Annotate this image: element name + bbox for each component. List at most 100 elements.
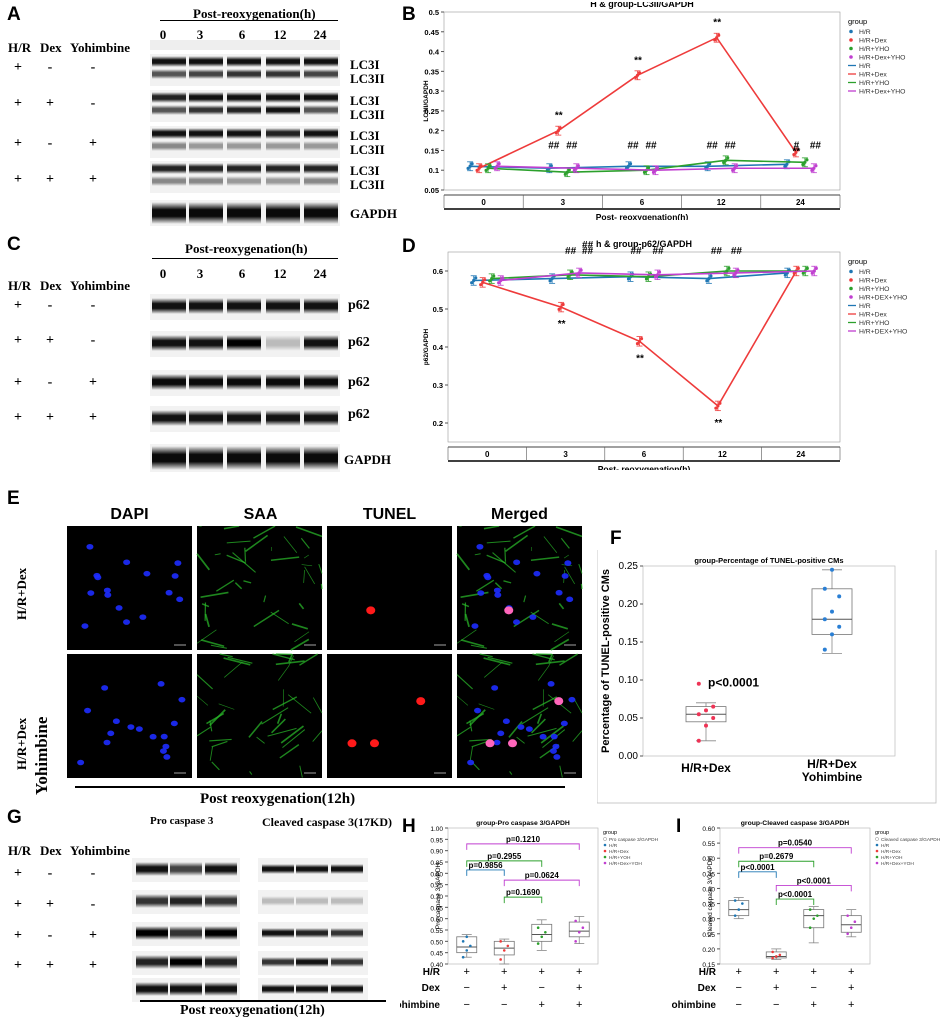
- saa-fiber: [320, 583, 323, 590]
- saa-fiber: [218, 703, 235, 710]
- band-p62: [304, 374, 338, 390]
- dapi-nucleus: [81, 623, 89, 629]
- data-point: [785, 162, 789, 166]
- band-cleaved-caspase3: [296, 864, 328, 874]
- data-point: [486, 166, 490, 170]
- band-p62: [189, 335, 223, 351]
- y-tick-label: 0.2: [429, 127, 439, 136]
- sign: +: [539, 966, 545, 978]
- panel-letter-g: G: [7, 807, 22, 828]
- data-point: [805, 266, 809, 270]
- data-point: [808, 908, 812, 911]
- data-point: [706, 164, 710, 168]
- row-label-hr-dex: H/R+Dex: [14, 560, 54, 630]
- band-lc3ii: [152, 176, 186, 186]
- data-point: [566, 275, 570, 279]
- saa-fiber: [483, 657, 511, 666]
- plot-area: [443, 11, 841, 191]
- band-p62: [152, 374, 186, 390]
- panel-letter-f: F: [610, 528, 622, 549]
- data-point: [704, 708, 708, 713]
- y-tick-label: 0.05: [619, 713, 639, 724]
- band-lc3i: [304, 163, 338, 174]
- saa-fiber: [196, 726, 211, 737]
- legend-marker: [849, 269, 853, 274]
- y-tick-label: 0.15: [424, 146, 439, 155]
- sign: -: [90, 298, 96, 313]
- y-tick-label: 0.15: [619, 637, 639, 648]
- data-point: [651, 170, 656, 174]
- saa-fiber: [469, 720, 473, 732]
- data-point: [576, 164, 580, 168]
- data-point: [554, 131, 558, 135]
- saa-fiber: [548, 655, 554, 667]
- timepoint-label: 3: [196, 27, 204, 42]
- significance-mark: ##: [582, 246, 594, 257]
- sign: +: [14, 958, 22, 973]
- band-cleaved-caspase3: [331, 957, 363, 967]
- x-tick-label: Yohimbine: [802, 770, 863, 784]
- row-label: H/R: [699, 967, 717, 978]
- sign: -: [90, 866, 96, 881]
- micro-cell: [457, 526, 582, 650]
- band-p62: [189, 298, 223, 314]
- dapi-nucleus: [178, 696, 186, 703]
- chart-b-lc3ii: H & group-LC3II/GAPDH 0.05 0.1 0.15 0.2 0.25 0…: [423, 2, 905, 220]
- p-value-label: p=0.0624: [525, 871, 560, 880]
- data-point: [783, 164, 787, 169]
- data-point: [483, 278, 487, 282]
- significance-mark: #: [794, 140, 800, 151]
- data-point: [559, 305, 563, 309]
- sign: +: [89, 928, 97, 943]
- dapi-nucleus: [86, 543, 94, 550]
- saa-fiber: [272, 696, 298, 711]
- saa-fiber: [460, 639, 485, 648]
- x-tick-label: 24: [796, 198, 805, 207]
- saa-fiber: [270, 611, 289, 625]
- band-pro-caspase3: [205, 982, 237, 996]
- band-lc3i: [189, 128, 223, 139]
- row-label-yohimbine: Yohimbine: [32, 716, 51, 795]
- significance-mark: ##: [627, 140, 639, 151]
- data-point: [715, 36, 719, 40]
- y-tick-label: 0.70: [430, 894, 443, 901]
- saa-fiber: [261, 707, 289, 725]
- data-point: [633, 75, 638, 80]
- sign: +: [14, 172, 22, 187]
- dapi-nucleus: [123, 559, 131, 566]
- dapi-nucleus: [477, 590, 485, 596]
- legend-marker: [603, 849, 607, 853]
- saa-fiber: [209, 720, 213, 732]
- saa-fiber: [543, 536, 558, 554]
- legend-entry: H/R: [609, 843, 618, 849]
- sign: -: [90, 897, 96, 912]
- data-point: [722, 160, 726, 165]
- y-tick-label: 0.00: [619, 751, 639, 762]
- significance-mark: **: [715, 418, 723, 429]
- saa-fiber: [219, 653, 233, 658]
- data-point: [540, 935, 544, 939]
- band-p62: [152, 335, 186, 351]
- dapi-nucleus: [176, 596, 184, 603]
- band-cleaved-caspase3: [262, 896, 294, 906]
- data-point: [718, 401, 722, 405]
- band-p62: [304, 298, 338, 314]
- sign: +: [464, 966, 470, 978]
- significance-mark: **: [634, 55, 642, 66]
- data-point: [626, 164, 631, 168]
- data-point: [492, 274, 496, 278]
- dapi-nucleus: [135, 726, 143, 732]
- data-point: [501, 276, 505, 280]
- saa-fiber: [312, 730, 323, 742]
- data-point: [468, 164, 472, 168]
- data-point: [726, 156, 730, 160]
- saa-fiber: [214, 553, 221, 556]
- dapi-nucleus: [159, 748, 167, 754]
- panel-letter-c: C: [7, 234, 21, 255]
- panel-letter-i: I: [676, 816, 682, 837]
- timepoint-label: 12: [273, 27, 287, 42]
- legend-marker: [875, 861, 879, 865]
- dapi-nucleus: [139, 614, 147, 620]
- data-point: [696, 681, 701, 686]
- data-point: [470, 281, 474, 285]
